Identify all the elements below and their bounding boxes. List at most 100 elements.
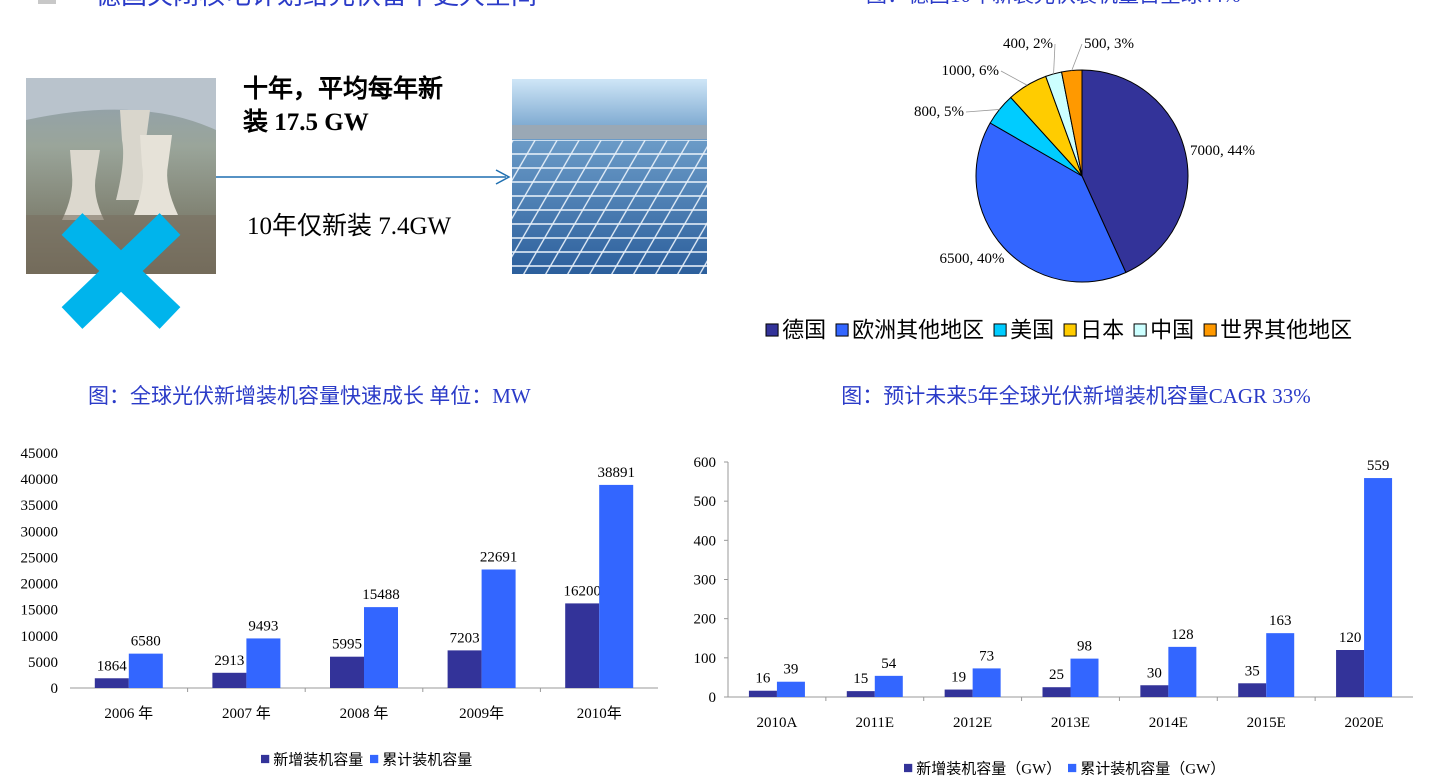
y-tick-label: 400 (694, 533, 717, 549)
bar (944, 689, 973, 697)
x-tick-label: 2010A (757, 715, 798, 731)
y-tick-label: 300 (694, 573, 717, 589)
chart-title: 图：德国10年新装光伏装机量占全球44% (866, 0, 1241, 7)
x-tick-label: 2007 年 (222, 705, 271, 722)
pie-slice (1081, 69, 1189, 274)
y-tick-label: 100 (694, 651, 717, 667)
legend-label: 德国 (782, 318, 826, 343)
bar (599, 484, 634, 688)
legend-swatch (765, 323, 779, 337)
data-label: 39 (783, 662, 798, 678)
bar (1266, 633, 1295, 697)
y-tick-label: 25000 (21, 550, 59, 566)
chart-title: 图：全球光伏新增装机容量快速成长 单位：MW (88, 384, 531, 408)
bar (128, 653, 163, 688)
legend-label: 累计装机容量 (382, 751, 472, 768)
bar (330, 656, 364, 688)
data-label: 559 (1367, 458, 1390, 474)
bar (776, 681, 805, 697)
bar (748, 690, 777, 697)
leader-line (965, 109, 1000, 113)
data-label: 15488 (362, 587, 400, 603)
data-label: 9493 (248, 618, 278, 634)
y-tick-label: 600 (694, 455, 717, 471)
data-label: 16 (755, 671, 771, 687)
data-label: 163 (1269, 613, 1292, 629)
legend-label: 欧洲其他地区 (852, 318, 984, 343)
x-tick-label: 2008 年 (340, 705, 389, 722)
y-tick-label: 45000 (21, 446, 59, 462)
bar (874, 675, 903, 697)
data-label: 120 (1339, 630, 1362, 646)
data-label: 6500, 40% (940, 251, 1005, 267)
legend-swatch (1068, 763, 1077, 773)
bar (94, 678, 129, 688)
x-tick-label: 2012E (953, 715, 992, 731)
bar (246, 638, 281, 688)
y-tick-label: 30000 (21, 524, 59, 540)
y-tick-label: 15000 (21, 603, 59, 619)
bar (447, 650, 482, 688)
bullet (38, 0, 56, 4)
bar (1364, 478, 1393, 697)
data-label: 400, 2% (1003, 36, 1053, 52)
legend-label: 新增装机容量（GW） (916, 760, 1061, 777)
x-tick-label: 2010年 (577, 705, 622, 722)
legend-swatch (260, 754, 270, 764)
legend-swatch (904, 763, 913, 773)
legend-swatch (1133, 323, 1147, 337)
bar (481, 569, 516, 688)
x-tick-label: 2009年 (459, 705, 504, 722)
data-label: 1864 (97, 658, 128, 674)
data-label: 1000, 6% (942, 63, 1000, 79)
chart-title: 图：预计未来5年全球光伏新增装机容量CAGR 33% (841, 384, 1311, 408)
x-tick-label: 2006 年 (104, 705, 153, 722)
legend-swatch (835, 323, 849, 337)
legend-swatch (1203, 323, 1217, 337)
y-tick-label: 20000 (21, 577, 59, 593)
leader-line (1071, 43, 1083, 71)
bar (1140, 685, 1169, 697)
data-label: 2913 (214, 653, 244, 669)
data-label: 54 (881, 656, 897, 672)
data-label: 98 (1077, 639, 1092, 655)
pie-slice (975, 122, 1127, 283)
data-label: 38891 (597, 465, 635, 481)
leader-line (1053, 43, 1056, 74)
legend-swatch (370, 754, 379, 764)
data-label: 15 (853, 671, 868, 687)
data-label: 25 (1049, 667, 1064, 683)
legend-label: 日本 (1080, 318, 1124, 343)
legend-label: 中国 (1150, 318, 1194, 343)
bar (1168, 646, 1197, 697)
data-label: 5995 (332, 637, 362, 653)
y-tick-label: 5000 (28, 655, 58, 671)
bar (1042, 687, 1071, 697)
data-label: 22691 (480, 550, 518, 566)
legend-swatch (993, 323, 1007, 337)
legend-label: 美国 (1010, 318, 1054, 343)
bar (212, 672, 247, 688)
data-label: 800, 5% (914, 104, 964, 120)
data-label: 73 (979, 648, 994, 664)
data-label: 6580 (131, 634, 161, 650)
pie-slice (1060, 69, 1083, 177)
x-tick-label: 2015E (1247, 715, 1286, 731)
data-label: 16200 (563, 583, 601, 599)
y-tick-label: 0 (51, 681, 59, 697)
y-tick-label: 200 (694, 612, 717, 628)
y-tick-label: 0 (709, 690, 717, 706)
data-label: 500, 3% (1084, 36, 1134, 52)
solar-photo (512, 79, 707, 274)
legend-swatch (1063, 323, 1077, 337)
data-label: 7203 (450, 630, 480, 646)
data-label: 35 (1245, 663, 1260, 679)
plan-text: 装 17.5 GW (243, 108, 369, 136)
header-title: 德国关闭核电计划给光伏留下更大空间 (95, 0, 537, 10)
x-tick-label: 2020E (1344, 715, 1383, 731)
data-label: 128 (1171, 627, 1194, 643)
arrow-head (495, 169, 511, 185)
data-label: 7000, 44% (1190, 143, 1255, 159)
x-tick-label: 2011E (855, 715, 894, 731)
